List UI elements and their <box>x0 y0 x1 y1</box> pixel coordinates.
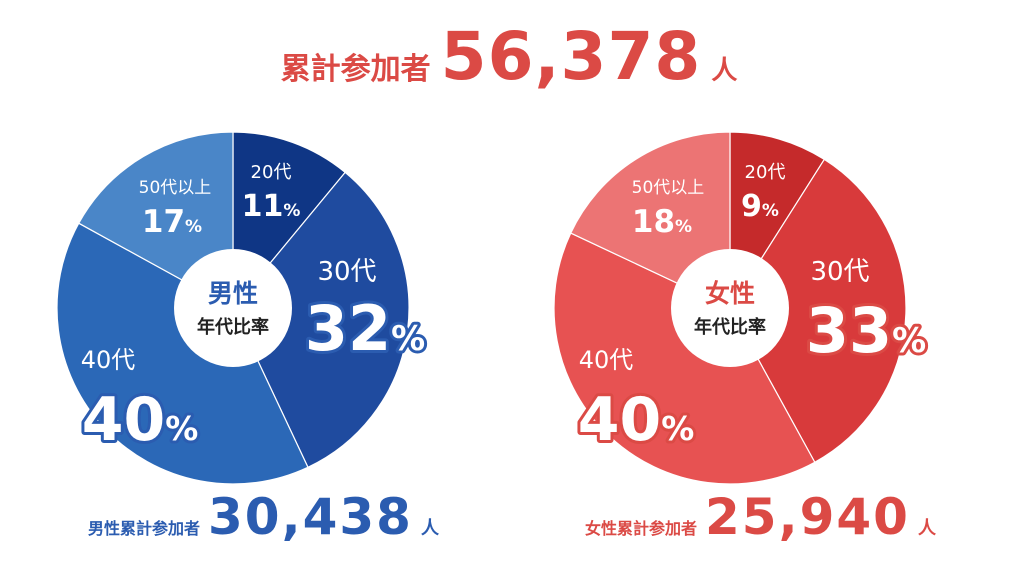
female-slice-40s <box>553 232 816 485</box>
total-unit: 人 <box>711 56 738 86</box>
total-participants: 累計参加者 56,378 人 <box>0 18 1018 98</box>
male-center-circle <box>174 249 292 367</box>
male-total-unit: 人 <box>420 518 439 539</box>
female-age-label-30s: 30代 <box>810 257 869 287</box>
female-percent-20s: 9% <box>741 189 779 224</box>
male-center-title: 男性 <box>208 279 258 308</box>
total-label: 累計参加者 <box>280 52 431 87</box>
male-total-value: 30,438 <box>208 488 413 546</box>
female-percent-50s-plus: 18% <box>632 204 692 240</box>
female-slice-30s <box>729 158 907 464</box>
male-age-label-30s: 30代 <box>317 257 376 287</box>
total-value: 56,378 <box>440 18 702 95</box>
male-percent-50s-plus: 17% <box>142 204 202 240</box>
female-age-label-20s: 20代 <box>745 162 786 183</box>
female-total-value: 25,940 <box>705 488 910 546</box>
female-center-subtitle: 年代比率 <box>694 316 766 338</box>
female-percent-30s: 33% <box>806 294 926 367</box>
female-age-label-40s: 40代 <box>579 346 634 374</box>
female-slice-50s-plus <box>569 131 731 309</box>
female-age-label-50s-plus: 50代以上 <box>632 178 705 198</box>
female-total-label: 女性累計参加者 <box>585 519 698 538</box>
male-percent-40s: 40% <box>82 385 199 455</box>
male-age-label-20s: 20代 <box>251 162 292 183</box>
male-slice-30s <box>232 171 410 469</box>
female-percent-40s: 40% <box>578 385 695 455</box>
male-percent-30s: 32% <box>305 292 425 365</box>
male-age-label-50s-plus: 50代以上 <box>139 178 212 198</box>
female-total-unit: 人 <box>917 518 936 539</box>
male-total-label: 男性累計参加者 <box>88 519 201 538</box>
male-percent-20s: 11% <box>242 189 301 224</box>
male-age-label-40s: 40代 <box>81 346 136 374</box>
male-total-participants: 男性累計参加者 30,438 人 <box>88 488 439 548</box>
female-center-title: 女性 <box>705 279 755 308</box>
male-center-subtitle: 年代比率 <box>197 316 269 338</box>
female-center-circle <box>671 249 789 367</box>
female-total-participants: 女性累計参加者 25,940 人 <box>585 488 936 548</box>
male-slice-40s <box>56 222 309 485</box>
